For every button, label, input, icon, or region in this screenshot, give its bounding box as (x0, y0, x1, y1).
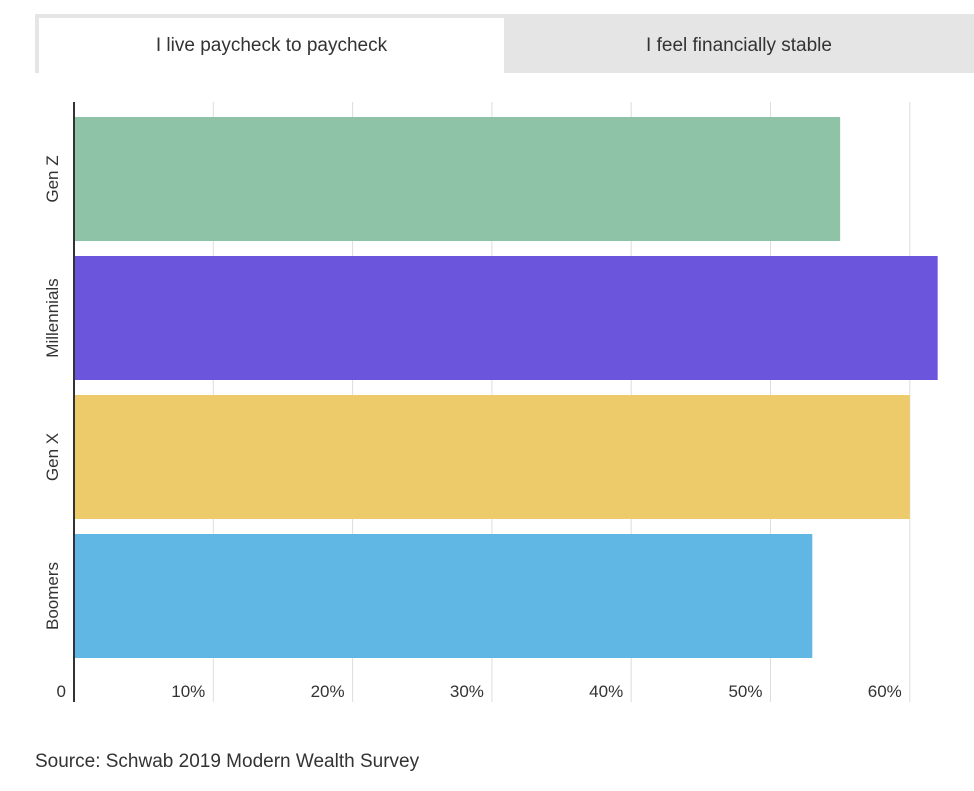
x-tick-label: 30% (450, 682, 484, 701)
bar-chart: Gen Z Millennials Gen X Boomers 0 10% 20% 30% 40… (43, 102, 938, 702)
x-tick-label: 60% (868, 682, 902, 701)
tab-bar: I live paycheck to paycheck I feel finan… (35, 14, 974, 73)
x-tick-label: 10% (171, 682, 205, 701)
bar-boomers (74, 534, 813, 658)
x-tick-label: 20% (311, 682, 345, 701)
tab-paycheck-to-paycheck[interactable]: I live paycheck to paycheck (39, 18, 504, 73)
x-tick-label: 40% (589, 682, 623, 701)
tab-financially-stable[interactable]: I feel financially stable (504, 18, 974, 73)
bar-gen-z (74, 117, 841, 241)
category-label: Gen Z (43, 155, 62, 202)
bar-gen-x (74, 395, 910, 519)
x-tick-label: 0 (57, 682, 66, 701)
bar-millennials (74, 256, 938, 380)
x-tick-label: 50% (728, 682, 762, 701)
category-label: Millennials (43, 278, 62, 357)
category-label: Gen X (43, 433, 62, 481)
category-label: Boomers (43, 562, 62, 630)
source-note: Source: Schwab 2019 Modern Wealth Survey (35, 751, 420, 772)
